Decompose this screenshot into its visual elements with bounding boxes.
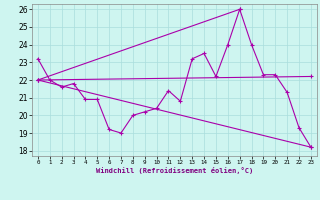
X-axis label: Windchill (Refroidissement éolien,°C): Windchill (Refroidissement éolien,°C) (96, 167, 253, 174)
